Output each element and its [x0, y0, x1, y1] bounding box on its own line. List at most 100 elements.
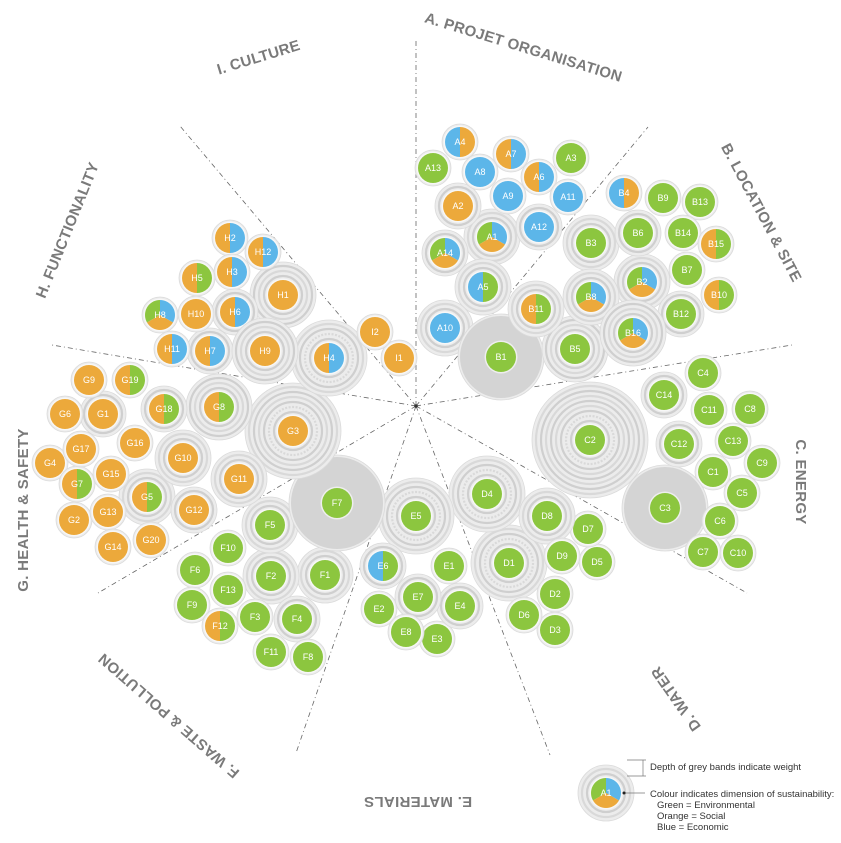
weight-ring	[466, 473, 508, 515]
weight-ring	[308, 337, 350, 379]
dimension-slice	[230, 223, 245, 253]
dimension-fill	[256, 637, 286, 667]
dimension-slice	[263, 237, 278, 267]
dimension-slice	[197, 263, 212, 293]
dimension-fill	[509, 600, 539, 630]
criterion-node-f12: F12	[201, 607, 239, 645]
criterion-label: F6	[190, 565, 201, 575]
weight-ring	[244, 330, 286, 372]
weight-ring	[488, 542, 530, 584]
criterion-label: I1	[395, 353, 403, 363]
criterion-node-e4: E4	[436, 582, 484, 630]
dimension-fill	[120, 428, 150, 458]
criterion-label: B1	[495, 352, 506, 362]
criterion-label: D4	[481, 489, 493, 499]
criterion-label: G17	[72, 444, 89, 454]
dimension-fill	[93, 497, 123, 527]
criterion-node-c5: C5	[723, 474, 761, 512]
criterion-label: F1	[320, 570, 331, 580]
sector-divider-line	[415, 405, 551, 756]
dimension-slice	[157, 334, 172, 364]
criterion-label: D8	[541, 511, 553, 521]
criterion-label: G1	[97, 409, 109, 419]
dimension-fill	[401, 501, 431, 531]
criterion-node-h9: H9	[231, 317, 299, 385]
weight-ring	[526, 495, 568, 537]
dimension-slice	[204, 392, 219, 422]
criterion-label: G2	[68, 515, 80, 525]
criterion-node-a14: A14	[421, 229, 469, 277]
criterion-node-i2: I2	[356, 313, 394, 351]
sector-divider-line	[415, 126, 649, 407]
criterion-label: C5	[736, 488, 748, 498]
dimension-fill	[553, 182, 583, 212]
criterion-node-c13: C13	[714, 422, 752, 460]
dimension-fill	[445, 591, 475, 621]
legend-colour-text: Colour indicates dimension of sustainabi…	[650, 789, 834, 800]
weight-ring	[299, 549, 351, 601]
dimension-slice	[220, 611, 235, 641]
dimension-slice	[642, 267, 657, 290]
criterion-node-g12: G12	[170, 486, 218, 534]
criterion-node-g15: G15	[92, 455, 130, 493]
dimension-fill	[403, 582, 433, 612]
criterion-node-f7: F7	[288, 454, 386, 552]
dimension-fill	[322, 488, 352, 518]
dimension-fill	[573, 514, 603, 544]
weight-ring	[564, 414, 616, 466]
criterion-label: D6	[518, 610, 530, 620]
criterion-node-a8: A8	[461, 153, 499, 191]
dimension-fill	[50, 399, 80, 429]
criterion-label: E1	[443, 561, 454, 571]
dimension-slice	[460, 127, 475, 157]
criterion-node-e3: E3	[418, 620, 456, 658]
dimension-slice	[477, 222, 492, 245]
dimension-slice	[432, 253, 458, 268]
dimension-fill	[493, 181, 523, 211]
criterion-label: H12	[255, 247, 272, 257]
weight-ring	[257, 395, 329, 467]
criterion-node-g13: G13	[89, 493, 127, 531]
dimension-slice	[149, 394, 164, 424]
criterion-node-g14: G14	[94, 528, 132, 566]
dimension-fill	[532, 501, 562, 531]
sector-divider-line	[415, 344, 793, 407]
criterion-label: C2	[584, 435, 596, 445]
criterion-node-b2: B2	[613, 253, 671, 311]
criterion-node-h3: H3	[213, 253, 251, 291]
dimension-fill	[74, 365, 104, 395]
criterion-node-f1: F1	[296, 546, 354, 604]
criterion-label: H1	[277, 290, 289, 300]
dimension-fill	[666, 299, 696, 329]
dimension-slice	[383, 551, 398, 581]
criterion-label: C14	[656, 390, 673, 400]
criterion-label: G4	[44, 458, 56, 468]
weight-ring	[510, 283, 562, 335]
sector-divider-line	[51, 344, 417, 407]
dimension-fill	[179, 495, 209, 525]
weight-ring	[559, 409, 621, 471]
dimension-fill	[723, 538, 753, 568]
dimension-slice	[232, 257, 247, 287]
dimension-fill	[672, 255, 702, 285]
dimension-fill	[96, 459, 126, 489]
criterion-node-g10: G10	[154, 429, 212, 487]
criterion-node-h12: H12	[244, 233, 282, 271]
criterion-label: G11	[231, 474, 247, 484]
dimension-slice	[445, 127, 460, 157]
weight-ring	[385, 485, 447, 547]
category-label-f: F. WASTE & POLLUTION	[95, 650, 243, 782]
criterion-node-b4: B4	[605, 174, 643, 212]
dimension-slice	[368, 551, 383, 581]
criterion-label: H10	[188, 309, 205, 319]
criterion-label: H5	[191, 273, 203, 283]
criterion-node-a6: A6	[520, 158, 558, 196]
criterion-node-b6: B6	[614, 209, 662, 257]
weight-ring	[303, 332, 355, 384]
dimension-slice	[593, 793, 619, 808]
criterion-node-b15: B15	[697, 225, 735, 263]
weight-ring	[250, 555, 292, 597]
criterion-label: C4	[697, 368, 709, 378]
dimension-fill	[735, 394, 765, 424]
dimension-slice	[172, 334, 187, 364]
